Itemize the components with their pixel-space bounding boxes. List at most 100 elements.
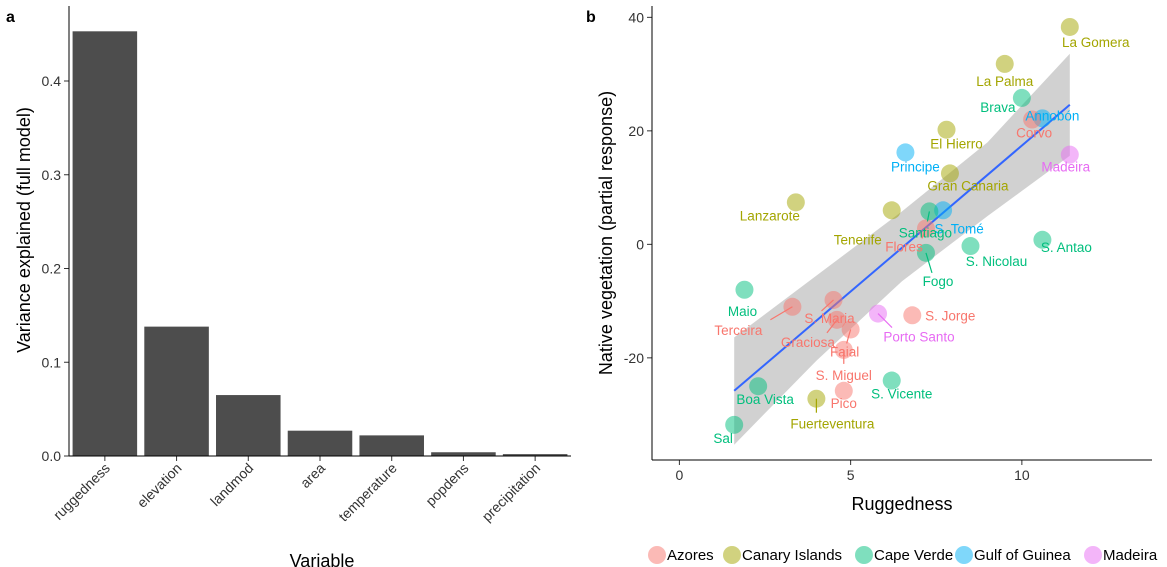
point-sal xyxy=(725,415,744,434)
leader-terceira xyxy=(770,306,793,321)
x-tick-label-precipitation: precipitation xyxy=(479,460,544,525)
panel-b-legend: Azores Canary Islands Cape Verde Gulf of Gu… xyxy=(648,546,1158,564)
point-label-la-gomera: La Gomera xyxy=(1062,35,1130,50)
point-label-flores: Flores xyxy=(885,239,923,254)
confidence-band xyxy=(734,53,1070,445)
x-tick-label-landmod: landmod xyxy=(207,460,256,509)
point-label-gran-canaria: Gran Canaria xyxy=(927,178,1009,193)
point-label-principe: Principe xyxy=(891,159,940,174)
legend-key-canary-islands xyxy=(723,546,741,564)
y-tick-label: 0.0 xyxy=(42,448,62,464)
point-s-tome xyxy=(934,201,953,220)
point-lanzarote xyxy=(786,193,805,212)
panel-b-label-leaders xyxy=(770,211,933,413)
legend-label-canary-islands: Canary Islands xyxy=(742,547,842,564)
panel-a-bars xyxy=(72,31,568,456)
point-gran-canaria xyxy=(940,164,959,183)
leader-porto-santo xyxy=(877,313,893,329)
leader-flores xyxy=(921,228,927,239)
x-tick-label-area: area xyxy=(297,460,328,491)
point-label-boa-vista: Boa Vista xyxy=(736,392,794,407)
point-label-annobon: Annobón xyxy=(1025,108,1079,123)
point-label-s-antao: S. Antao xyxy=(1041,240,1092,255)
panel-b: b La Gomera La Palma Brava Annobón Corvo El H… xyxy=(586,6,1158,564)
bar-popdens xyxy=(431,452,496,456)
bar-precipitation xyxy=(502,454,568,456)
point-label-santiago: Santiago xyxy=(899,225,952,240)
regression-line xyxy=(733,103,1071,392)
point-s-antao xyxy=(1033,230,1052,249)
point-label-fuerteventura: Fuerteventura xyxy=(790,417,875,432)
point-label-el-hierro: El Hierro xyxy=(930,137,983,152)
point-label-porto-santo: Porto Santo xyxy=(883,330,954,345)
bar-ruggedness xyxy=(72,31,138,456)
point-tenerife xyxy=(882,201,901,220)
point-label-faial: Faial xyxy=(830,344,859,359)
point-s-vicente xyxy=(882,371,901,390)
legend-label-madeira: Madeira xyxy=(1103,547,1158,564)
panel-a-y-axis-title: Variance explained (full model) xyxy=(14,107,34,353)
point-label-graciosa: Graciosa xyxy=(781,335,836,350)
point-principe xyxy=(896,143,915,162)
y-tick-label: 40 xyxy=(628,9,644,25)
point-brava xyxy=(1012,88,1031,107)
point-boa-vista xyxy=(749,377,768,396)
point-s-jorge xyxy=(903,306,922,325)
legend-label-cape-verde: Cape Verde xyxy=(874,547,953,564)
x-tick-label: 0 xyxy=(675,467,683,483)
point-corvo xyxy=(1023,110,1042,129)
bar-elevation xyxy=(144,326,209,456)
panel-b-axes: 0 5 10 -20 0 20 40 xyxy=(624,6,1152,483)
y-tick-label: 0.3 xyxy=(42,167,62,183)
panel-b-x-axis-title: Ruggedness xyxy=(851,494,952,514)
panel-a-label: a xyxy=(6,9,15,26)
x-tick-label: 5 xyxy=(847,467,855,483)
y-tick-label: 0 xyxy=(636,236,644,252)
panel-a-x-axis-title: Variable xyxy=(290,551,355,567)
point-label-maio: Maio xyxy=(728,304,757,319)
point-s-nicolau xyxy=(961,237,980,256)
legend-key-gulf-of-guinea xyxy=(955,546,973,564)
leader-faial xyxy=(846,329,852,344)
legend-key-madeira xyxy=(1084,546,1102,564)
leader-fogo xyxy=(925,252,933,274)
point-label-pico: Pico xyxy=(831,396,857,411)
y-tick-label: -20 xyxy=(624,350,644,366)
point-label-fogo: Fogo xyxy=(923,274,954,289)
point-label-madeira: Madeira xyxy=(1041,160,1090,175)
point-madeira xyxy=(1060,145,1079,164)
panel-b-label: b xyxy=(586,9,596,26)
point-label-s-tome: S. Tomé xyxy=(934,221,983,236)
point-label-terceira: Terceira xyxy=(714,323,763,338)
panel-b-y-axis-title: Native vegetation (partial response) xyxy=(596,91,616,375)
bar-temperature xyxy=(359,435,424,456)
legend-label-azores: Azores xyxy=(667,547,714,564)
x-tick-label-temperature: temperature xyxy=(335,460,400,525)
point-la-gomera xyxy=(1060,17,1079,36)
point-label-corvo: Corvo xyxy=(1016,126,1052,141)
y-tick-label: 20 xyxy=(628,123,644,139)
point-label-tenerife: Tenerife xyxy=(834,232,882,247)
legend-label-gulf-of-guinea: Gulf of Guinea xyxy=(974,547,1071,564)
point-el-hierro xyxy=(937,120,956,139)
point-maio xyxy=(735,280,754,299)
panel-a: a ruggedness elevation landmod area temperat… xyxy=(6,6,571,567)
x-tick-label: 10 xyxy=(1014,467,1030,483)
legend-key-azores xyxy=(648,546,666,564)
x-tick-label-elevation: elevation xyxy=(134,460,185,511)
x-tick-label-popdens: popdens xyxy=(422,460,471,509)
leader-s-maria xyxy=(821,299,834,312)
legend-key-cape-verde xyxy=(855,546,873,564)
point-label-brava: Brava xyxy=(980,100,1016,115)
point-label-la-palma: La Palma xyxy=(976,74,1034,89)
y-tick-label: 0.4 xyxy=(42,73,62,89)
point-label-s-miguel: S. Miguel xyxy=(816,368,872,383)
panel-b-point-labels: La Gomera La Palma Brava Annobón Corvo El Hie… xyxy=(713,35,1130,446)
point-pico xyxy=(834,381,853,400)
x-tick-label-ruggedness: ruggedness xyxy=(50,460,113,523)
point-label-s-maria: S. Maria xyxy=(804,311,855,326)
y-tick-label: 0.2 xyxy=(42,261,62,277)
panel-b-confidence-band xyxy=(734,53,1070,445)
point-label-s-jorge: S. Jorge xyxy=(925,308,975,323)
